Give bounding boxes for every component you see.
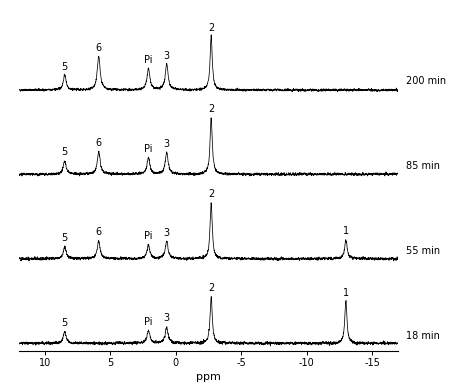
Text: 6: 6 — [96, 227, 102, 237]
Text: 5: 5 — [62, 147, 68, 158]
Text: Pi: Pi — [144, 231, 153, 241]
Text: 2: 2 — [208, 189, 214, 199]
Text: 2: 2 — [208, 23, 214, 33]
Text: 6: 6 — [96, 138, 102, 148]
Text: 3: 3 — [164, 139, 170, 149]
Text: 3: 3 — [164, 51, 170, 61]
Text: 3: 3 — [164, 314, 170, 323]
Text: Pi: Pi — [144, 317, 153, 326]
Text: 3: 3 — [164, 228, 170, 238]
Text: 1: 1 — [343, 288, 349, 298]
Text: 85 min: 85 min — [406, 161, 440, 171]
Text: 18 min: 18 min — [406, 331, 439, 341]
Text: 6: 6 — [96, 43, 102, 53]
X-axis label: ppm: ppm — [196, 372, 221, 382]
Text: 2: 2 — [208, 283, 214, 293]
Text: Pi: Pi — [144, 55, 153, 65]
Text: 2: 2 — [208, 104, 214, 114]
Text: Pi: Pi — [144, 144, 153, 154]
Text: 55 min: 55 min — [406, 246, 440, 256]
Text: 200 min: 200 min — [406, 76, 446, 86]
Text: 5: 5 — [62, 233, 68, 243]
Text: 1: 1 — [343, 227, 349, 236]
Text: 5: 5 — [62, 62, 68, 72]
Text: 5: 5 — [62, 318, 68, 328]
